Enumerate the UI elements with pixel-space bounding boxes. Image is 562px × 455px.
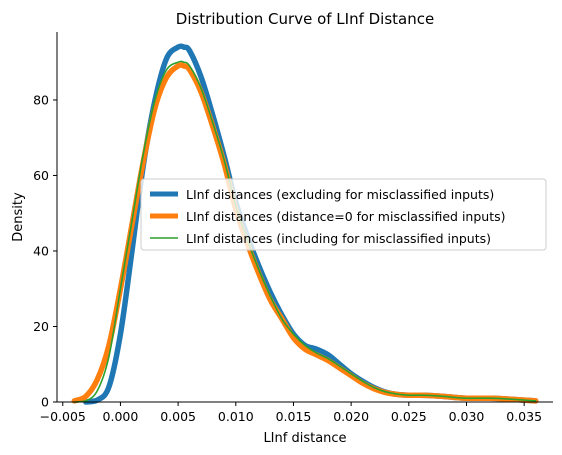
legend-label-excluding: LInf distances (excluding for misclassif… (186, 187, 494, 202)
x-tick-label: 0.025 (391, 409, 427, 424)
y-tick-label: 60 (33, 168, 49, 183)
y-tick-label: 20 (33, 319, 49, 334)
plot-area: −0.005 0.000 0.005 0.010 0.015 0.020 0.025 0.03… (33, 32, 553, 424)
y-ticks: 0 20 40 60 80 (33, 92, 57, 410)
legend: LInf distances (excluding for misclassif… (140, 178, 547, 251)
y-axis-label: Density (11, 192, 26, 242)
x-tick-label: 0.030 (449, 409, 485, 424)
y-tick-label: 40 (33, 243, 49, 258)
legend-label-including: LInf distances (including for misclassif… (186, 231, 491, 246)
y-tick-label: 80 (33, 92, 49, 107)
x-tick-label: 0.010 (218, 409, 254, 424)
density-curve-including (73, 60, 537, 403)
x-tick-label: 0.000 (103, 409, 139, 424)
legend-box (140, 178, 547, 251)
x-axis-label: LInf distance (263, 431, 346, 446)
x-tick-label: 0.035 (506, 409, 542, 424)
x-tick-label: 0.005 (160, 409, 196, 424)
series-layer (71, 43, 539, 405)
x-tick-label: −0.005 (40, 409, 86, 424)
legend-label-distance-zero: LInf distances (distance=0 for misclassi… (186, 209, 505, 224)
x-ticks: −0.005 0.000 0.005 0.010 0.015 0.020 0.025 0.03… (40, 402, 542, 424)
x-tick-label: 0.020 (333, 409, 369, 424)
y-tick-label: 0 (41, 395, 49, 410)
chart-title: Distribution Curve of LInf Distance (176, 10, 434, 28)
x-tick-label: 0.015 (276, 409, 312, 424)
